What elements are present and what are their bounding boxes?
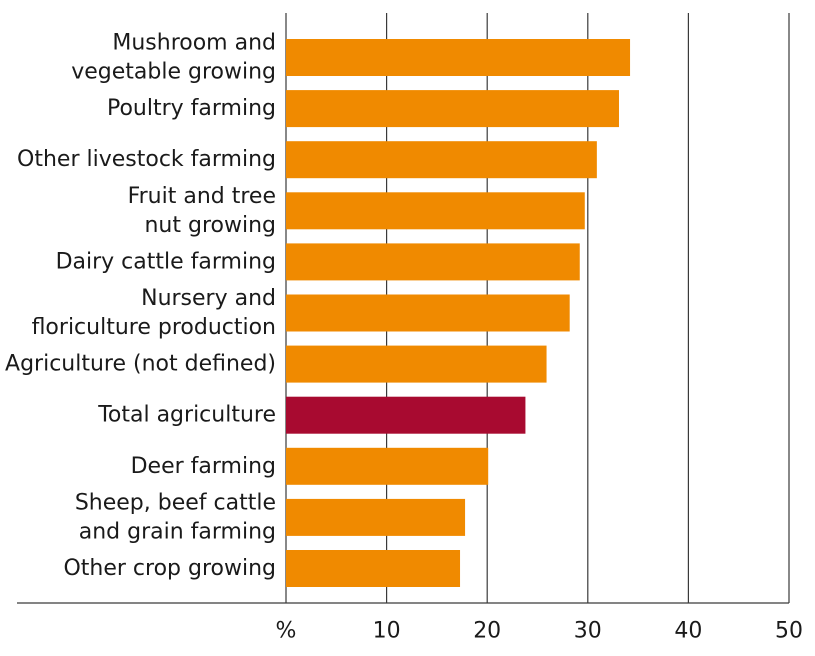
category-label-0: Mushroom and vegetable growing bbox=[71, 31, 276, 85]
bar-9 bbox=[286, 498, 466, 536]
bar-8 bbox=[286, 447, 489, 485]
category-label-line: Other livestock farming bbox=[17, 147, 276, 172]
category-label-line: nut growing bbox=[144, 213, 276, 238]
category-label-2: Other livestock farming bbox=[17, 147, 276, 172]
category-label-line: Nursery and bbox=[141, 286, 276, 311]
category-label-1: Poultry farming bbox=[107, 96, 276, 121]
bar-2 bbox=[286, 141, 597, 179]
category-label-line: Dairy cattle farming bbox=[56, 249, 276, 274]
category-label-9: Sheep, beef cattle and grain farming bbox=[75, 490, 276, 544]
category-label-4: Dairy cattle farming bbox=[56, 249, 276, 274]
bar-5 bbox=[286, 294, 570, 332]
bar-1 bbox=[286, 90, 619, 128]
category-label-8: Deer farming bbox=[131, 454, 276, 479]
category-label-line: Sheep, beef cattle bbox=[75, 490, 276, 515]
category-label-line: Deer farming bbox=[131, 454, 276, 479]
category-label-5: Nursery and floriculture production bbox=[32, 286, 276, 340]
category-label-3: Fruit and tree nut growing bbox=[128, 184, 276, 238]
category-labels: Mushroom and vegetable growing Poultry far… bbox=[5, 31, 276, 582]
category-label-10: Other crop growing bbox=[63, 556, 276, 581]
category-label-line: Total agriculture bbox=[97, 403, 276, 428]
category-label-7: Total agriculture bbox=[97, 403, 276, 428]
bar-0 bbox=[286, 39, 631, 76]
x-tick-label-30: 30 bbox=[574, 619, 602, 644]
category-label-line: Mushroom and bbox=[112, 31, 276, 56]
category-label-line: and grain farming bbox=[79, 519, 276, 544]
x-axis-unit-label: % bbox=[276, 619, 297, 644]
x-tick-label-20: 20 bbox=[473, 619, 501, 644]
bar-7 bbox=[286, 396, 526, 434]
category-label-line: Poultry farming bbox=[107, 96, 276, 121]
x-tick-label-40: 40 bbox=[674, 619, 702, 644]
bars bbox=[286, 39, 631, 587]
category-label-line: Other crop growing bbox=[63, 556, 276, 581]
x-tick-label-10: 10 bbox=[373, 619, 401, 644]
category-label-line: floriculture production bbox=[32, 315, 276, 340]
x-tick-label-50: 50 bbox=[775, 619, 803, 644]
category-label-6: Agriculture (not defined) bbox=[5, 352, 276, 377]
category-label-line: Fruit and tree bbox=[128, 184, 276, 209]
bar-10 bbox=[286, 550, 461, 587]
category-label-line: vegetable growing bbox=[71, 60, 276, 85]
bar-6 bbox=[286, 345, 547, 383]
x-axis: % 10 20 30 40 50 bbox=[17, 602, 803, 644]
bar-3 bbox=[286, 192, 585, 230]
bar-4 bbox=[286, 243, 580, 281]
category-label-line: Agriculture (not defined) bbox=[5, 352, 276, 377]
